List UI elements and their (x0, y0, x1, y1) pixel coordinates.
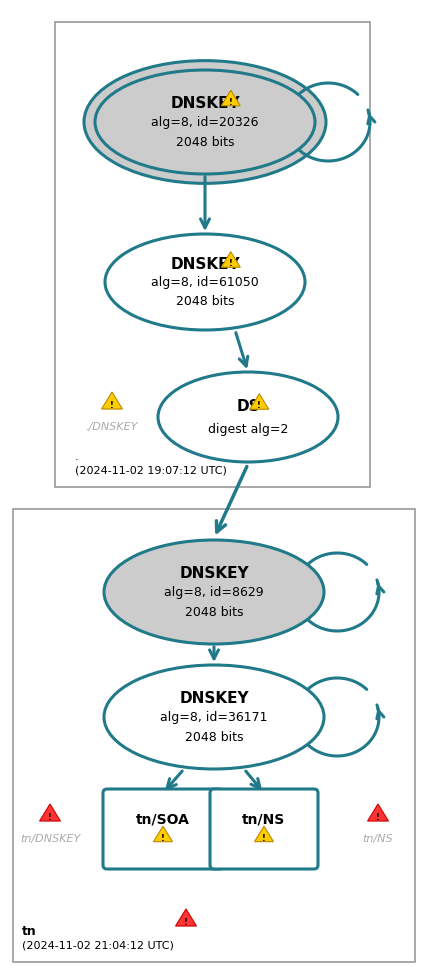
Polygon shape (221, 91, 240, 106)
Text: DNSKEY: DNSKEY (179, 565, 248, 580)
Ellipse shape (158, 372, 337, 462)
Text: alg=8, id=61050: alg=8, id=61050 (151, 276, 258, 289)
FancyBboxPatch shape (13, 509, 414, 962)
Text: alg=8, id=36171: alg=8, id=36171 (160, 711, 267, 724)
Polygon shape (153, 827, 172, 842)
Text: tn/SOA: tn/SOA (136, 811, 190, 826)
Text: digest alg=2: digest alg=2 (207, 422, 288, 436)
Text: !: ! (161, 832, 164, 842)
Text: 2048 bits: 2048 bits (176, 136, 234, 149)
Ellipse shape (84, 62, 325, 185)
Ellipse shape (104, 665, 323, 769)
Text: !: ! (110, 401, 114, 409)
Text: ./DNSKEY: ./DNSKEY (86, 421, 138, 432)
Ellipse shape (105, 234, 304, 330)
Text: alg=8, id=20326: alg=8, id=20326 (151, 116, 258, 129)
Ellipse shape (95, 71, 314, 175)
Text: 2048 bits: 2048 bits (184, 731, 243, 743)
Text: !: ! (48, 812, 52, 821)
Polygon shape (249, 395, 268, 409)
Text: .: . (75, 451, 78, 461)
FancyBboxPatch shape (210, 789, 317, 870)
Text: DNSKEY: DNSKEY (179, 690, 248, 705)
Text: (2024-11-02 21:04:12 UTC): (2024-11-02 21:04:12 UTC) (22, 940, 173, 950)
Polygon shape (40, 804, 60, 822)
FancyBboxPatch shape (103, 789, 222, 870)
FancyBboxPatch shape (55, 23, 369, 488)
Text: alg=8, id=8629: alg=8, id=8629 (164, 586, 263, 599)
Text: tn/NS: tn/NS (242, 811, 285, 826)
Text: DS: DS (236, 399, 259, 414)
Polygon shape (175, 909, 196, 926)
Text: !: ! (184, 916, 187, 925)
Text: !: ! (228, 259, 232, 268)
Text: tn/DNSKEY: tn/DNSKEY (20, 833, 80, 843)
Polygon shape (221, 252, 240, 268)
Text: 2048 bits: 2048 bits (184, 606, 243, 618)
Text: !: ! (257, 401, 261, 409)
Text: (2024-11-02 19:07:12 UTC): (2024-11-02 19:07:12 UTC) (75, 465, 226, 476)
Ellipse shape (104, 540, 323, 645)
Text: tn/NS: tn/NS (362, 833, 392, 843)
Text: tn: tn (22, 924, 37, 938)
Text: !: ! (262, 832, 265, 842)
Text: DNSKEY: DNSKEY (170, 96, 239, 110)
Text: DNSKEY: DNSKEY (170, 257, 239, 272)
Polygon shape (254, 827, 273, 842)
Text: !: ! (375, 812, 379, 821)
Text: !: ! (228, 98, 232, 106)
Polygon shape (367, 804, 388, 822)
Polygon shape (101, 393, 122, 409)
Text: 2048 bits: 2048 bits (176, 294, 234, 308)
